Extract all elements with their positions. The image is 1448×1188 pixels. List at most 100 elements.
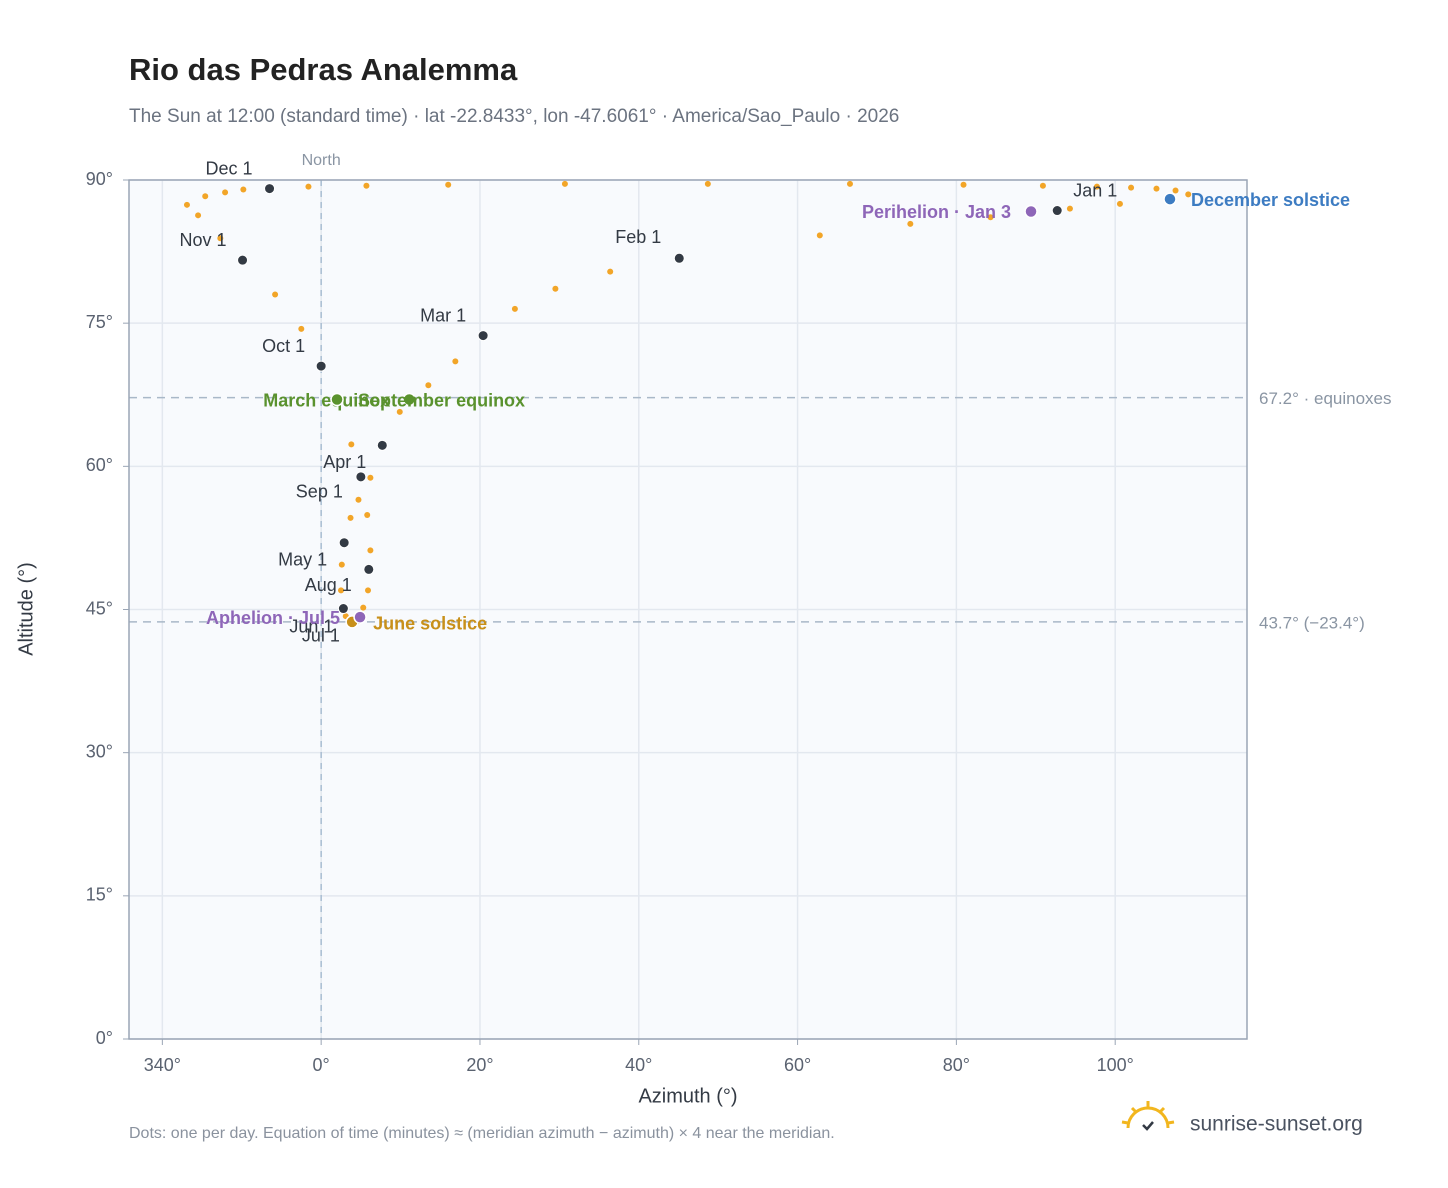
day-dot bbox=[338, 587, 345, 594]
event-marker bbox=[1024, 204, 1038, 219]
month-marker bbox=[673, 252, 685, 264]
day-dot bbox=[1128, 184, 1135, 191]
y-tick-label: 75° bbox=[86, 312, 113, 332]
day-dot bbox=[907, 220, 914, 227]
month-label: May 1 bbox=[278, 549, 327, 569]
month-marker bbox=[1051, 205, 1063, 217]
day-dot bbox=[425, 382, 432, 389]
x-tick-label: 40° bbox=[625, 1055, 652, 1075]
x-tick-label: 60° bbox=[784, 1055, 811, 1075]
month-label: Sep 1 bbox=[296, 482, 343, 502]
plot-border bbox=[128, 179, 1248, 1040]
day-dot bbox=[347, 514, 354, 521]
day-dot bbox=[298, 325, 305, 332]
x-axis-label: Azimuth (°) bbox=[638, 1085, 737, 1107]
day-dot bbox=[816, 232, 823, 239]
day-dot bbox=[305, 183, 312, 190]
chart-title: Rio das Pedras Analemma bbox=[129, 52, 518, 87]
y-tick-label: 45° bbox=[86, 598, 113, 618]
month-marker bbox=[363, 563, 375, 575]
month-label: Dec 1 bbox=[206, 158, 253, 178]
day-dot bbox=[217, 235, 224, 242]
day-dot bbox=[445, 181, 452, 188]
day-dot bbox=[396, 408, 403, 415]
month-marker bbox=[237, 254, 249, 266]
month-label: Mar 1 bbox=[420, 305, 466, 325]
day-dot bbox=[195, 212, 202, 219]
day-dot bbox=[348, 441, 355, 448]
x-tick-label: 340° bbox=[144, 1055, 181, 1075]
y-tick-label: 0° bbox=[96, 1028, 113, 1048]
month-marker bbox=[477, 330, 489, 342]
brand: sunrise-sunset.org bbox=[1190, 1113, 1363, 1136]
month-marker bbox=[355, 471, 367, 483]
day-dot bbox=[552, 285, 559, 292]
chart-subtitle: The Sun at 12:00 (standard time) · lat -… bbox=[129, 106, 899, 127]
month-label: Jul 1 bbox=[302, 626, 340, 646]
month-label: Jun 1 bbox=[289, 616, 333, 636]
day-dot bbox=[338, 561, 345, 568]
day-dot bbox=[1066, 205, 1073, 212]
day-dot bbox=[1153, 185, 1160, 192]
day-dot bbox=[1093, 183, 1100, 190]
month-marker bbox=[338, 537, 350, 549]
month-label: Aug 1 bbox=[305, 575, 352, 595]
day-dot bbox=[1172, 187, 1179, 194]
month-label: Nov 1 bbox=[180, 230, 227, 250]
day-dot bbox=[607, 268, 614, 275]
reference-label: North bbox=[302, 152, 341, 169]
event-marker bbox=[1163, 192, 1177, 206]
event-label: March equinox bbox=[263, 390, 390, 410]
day-dot bbox=[240, 186, 247, 193]
reference-label: 43.7° (−23.4°) bbox=[1259, 613, 1365, 632]
event-marker bbox=[353, 610, 367, 624]
footnote: Dots: one per day. Equation of time (min… bbox=[129, 1125, 835, 1142]
event-label: June solstice bbox=[373, 614, 487, 634]
day-dot bbox=[183, 201, 190, 208]
day-dot bbox=[360, 604, 367, 611]
event-label: Perihelion · Jan 3 bbox=[862, 202, 1011, 222]
month-label: Jan 1 bbox=[1073, 180, 1117, 200]
y-tick-label: 90° bbox=[86, 169, 113, 189]
month-marker bbox=[337, 603, 349, 615]
reference-label: 67.2° · equinoxes bbox=[1259, 389, 1392, 408]
day-dot bbox=[1039, 182, 1046, 189]
day-dot bbox=[511, 305, 518, 312]
y-tick-label: 15° bbox=[86, 885, 113, 905]
brand-icon bbox=[1121, 1101, 1175, 1131]
month-label: Feb 1 bbox=[615, 227, 661, 247]
day-dot bbox=[222, 189, 229, 196]
day-dot bbox=[846, 180, 853, 187]
event-marker bbox=[402, 392, 417, 407]
y-tick-label: 30° bbox=[86, 741, 113, 761]
x-tick-label: 20° bbox=[466, 1055, 493, 1075]
day-dot bbox=[272, 291, 279, 298]
month-marker bbox=[376, 439, 388, 451]
day-dot bbox=[365, 587, 372, 594]
day-dot bbox=[367, 474, 374, 481]
month-marker bbox=[315, 360, 327, 372]
month-label: Oct 1 bbox=[262, 336, 305, 356]
event-label: September equinox bbox=[358, 390, 525, 410]
day-dot bbox=[202, 193, 209, 200]
event-label: Aphelion · Jul 5 bbox=[206, 608, 340, 628]
day-dot bbox=[561, 180, 568, 187]
month-label: Apr 1 bbox=[323, 452, 366, 472]
event-marker bbox=[330, 392, 344, 407]
day-dot bbox=[363, 182, 370, 189]
y-axis-label: Altitude (°) bbox=[15, 562, 37, 656]
day-dot bbox=[1185, 191, 1192, 198]
day-dot bbox=[704, 180, 711, 187]
x-tick-label: 100° bbox=[1097, 1055, 1134, 1075]
day-dot bbox=[364, 512, 371, 519]
day-dot bbox=[960, 181, 967, 188]
day-dot bbox=[1116, 200, 1123, 207]
month-marker bbox=[264, 183, 276, 195]
day-dot bbox=[367, 547, 374, 554]
day-dot bbox=[987, 214, 994, 221]
day-dot bbox=[452, 358, 459, 365]
event-label: December solstice bbox=[1191, 190, 1350, 210]
day-dot bbox=[355, 496, 362, 503]
x-tick-label: 0° bbox=[313, 1055, 330, 1075]
